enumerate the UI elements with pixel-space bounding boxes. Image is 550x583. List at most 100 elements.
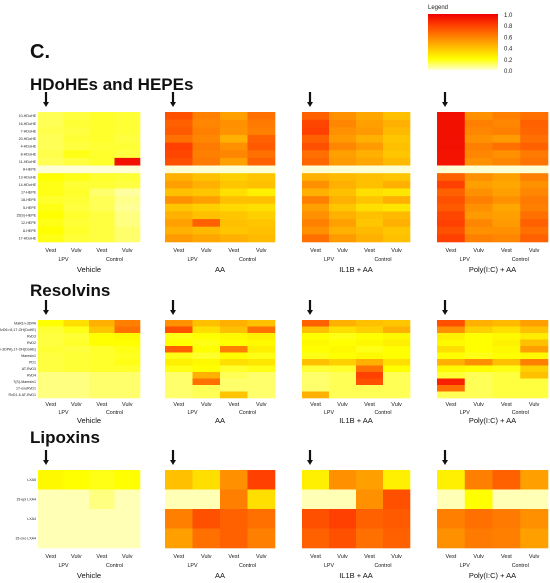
- heatmap-cell: [464, 180, 493, 189]
- heatmap-cell: [89, 173, 115, 182]
- heatmap-cell: [38, 180, 64, 189]
- heatmap-cell: [329, 489, 357, 510]
- heatmap-cell: [520, 203, 549, 212]
- heatmap-cell: [220, 346, 248, 353]
- heatmap-cell: [464, 489, 493, 510]
- heatmap-cell: [356, 142, 384, 151]
- heatmap-cell: [329, 150, 357, 159]
- heatmap-cell: [165, 211, 193, 220]
- heatmap-cell: [520, 219, 549, 228]
- group-label: LPV: [324, 257, 334, 263]
- heatmap-cell: [192, 234, 221, 243]
- condition-label: Vehicle: [77, 416, 101, 425]
- heatmap-cell: [437, 352, 466, 360]
- row-label: RvD3: [27, 335, 36, 339]
- group-label: LPV: [58, 257, 68, 263]
- condition-label: AA: [215, 416, 225, 425]
- heatmap-cell: [383, 134, 411, 143]
- heatmap-cell: [356, 119, 384, 128]
- heatmap-cell: [520, 211, 549, 220]
- group-label: LPV: [187, 257, 197, 263]
- row-label: 14-HDoHE: [19, 183, 37, 187]
- heatmap-cell: [520, 180, 549, 189]
- group-label: Control: [239, 257, 256, 263]
- heatmap-cell: [192, 150, 221, 159]
- heatmap-cell: [383, 157, 411, 166]
- heatmap-cell: [520, 142, 549, 151]
- heatmap-cell: [192, 165, 221, 174]
- heatmap-cell: [247, 127, 276, 136]
- heatmap-cell: [247, 339, 276, 347]
- row-label: 7-HDoHE: [21, 129, 37, 133]
- row-label: 5-HEPE: [23, 206, 37, 210]
- heatmap-cell: [464, 359, 493, 366]
- heatmap-cell: [437, 226, 466, 235]
- column-label: Vest: [45, 402, 56, 408]
- heatmap-cell: [63, 219, 90, 228]
- heatmap-cell: [492, 333, 521, 340]
- row-label: 18-HEPE: [21, 198, 37, 202]
- heatmap-cell: [437, 196, 466, 205]
- heatmap-cell: [247, 320, 276, 327]
- heatmap-cell: [38, 127, 64, 136]
- heatmap-cell: [329, 391, 357, 399]
- heatmap-cell: [464, 142, 493, 151]
- treatment-arrow-head: [307, 310, 313, 315]
- group-label: Control: [512, 257, 529, 263]
- heatmap-cell: [464, 112, 493, 120]
- heatmap-cell: [63, 391, 90, 399]
- heatmap-cell: [165, 320, 193, 327]
- heatmap-cell: [38, 359, 64, 366]
- heatmap-cell: [192, 173, 221, 182]
- heatmap-cell: [165, 333, 193, 340]
- heatmap-cell: [356, 528, 384, 549]
- heatmap-cell: [492, 226, 521, 235]
- heatmap-cell: [89, 211, 115, 220]
- heatmap-cell: [302, 470, 330, 490]
- heatmap-cell: [329, 112, 357, 120]
- heatmap-cell: [114, 234, 141, 243]
- heatmap-cell: [437, 219, 466, 228]
- heatmap-cell: [247, 509, 276, 529]
- heatmap-cell: [329, 352, 357, 360]
- heatmap-cell: [520, 234, 549, 243]
- heatmap-cell: [492, 127, 521, 136]
- heatmap-cell: [437, 320, 466, 327]
- column-label: Vest: [446, 248, 457, 254]
- heatmap-cell: [63, 359, 90, 366]
- heatmap-cell: [38, 188, 64, 197]
- heatmap-cell: [114, 528, 141, 549]
- heatmap-cell: [329, 134, 357, 143]
- heatmap-cell: [220, 333, 248, 340]
- heatmap-cell: [89, 391, 115, 399]
- heatmap-cell: [302, 165, 330, 174]
- heatmap-cell: [247, 196, 276, 205]
- heatmap-cell: [63, 188, 90, 197]
- legend-colorbar: [428, 14, 498, 70]
- heatmap-cell: [383, 352, 411, 360]
- group-label: LPV: [187, 563, 197, 569]
- heatmap-cell: [247, 219, 276, 228]
- heatmap-cell: [220, 372, 248, 379]
- column-label: Vulv: [256, 248, 267, 254]
- heatmap-cell: [192, 142, 221, 151]
- heatmap-cell: [247, 134, 276, 143]
- heatmap-cell: [165, 359, 193, 366]
- heatmap-cell: [63, 157, 90, 166]
- heatmap-cell: [329, 346, 357, 353]
- heatmap-cell: [520, 470, 549, 490]
- heatmap-cell: [356, 134, 384, 143]
- heatmap-cell: [192, 339, 221, 347]
- heatmap-cell: [520, 119, 549, 128]
- heatmap-cell: [247, 142, 276, 151]
- column-label: Vest: [96, 248, 107, 254]
- row-label: RvD5(n-3DPA),17-OH(DoHE): [0, 348, 36, 352]
- heatmap-cell: [63, 180, 90, 189]
- column-label: Vulv: [122, 248, 133, 254]
- heatmap-cell: [192, 196, 221, 205]
- heatmap-cell: [165, 339, 193, 347]
- heatmap-cell: [356, 150, 384, 159]
- heatmap-cell: [114, 391, 141, 399]
- heatmap-cell: [89, 346, 115, 353]
- heatmap-cell: [356, 339, 384, 347]
